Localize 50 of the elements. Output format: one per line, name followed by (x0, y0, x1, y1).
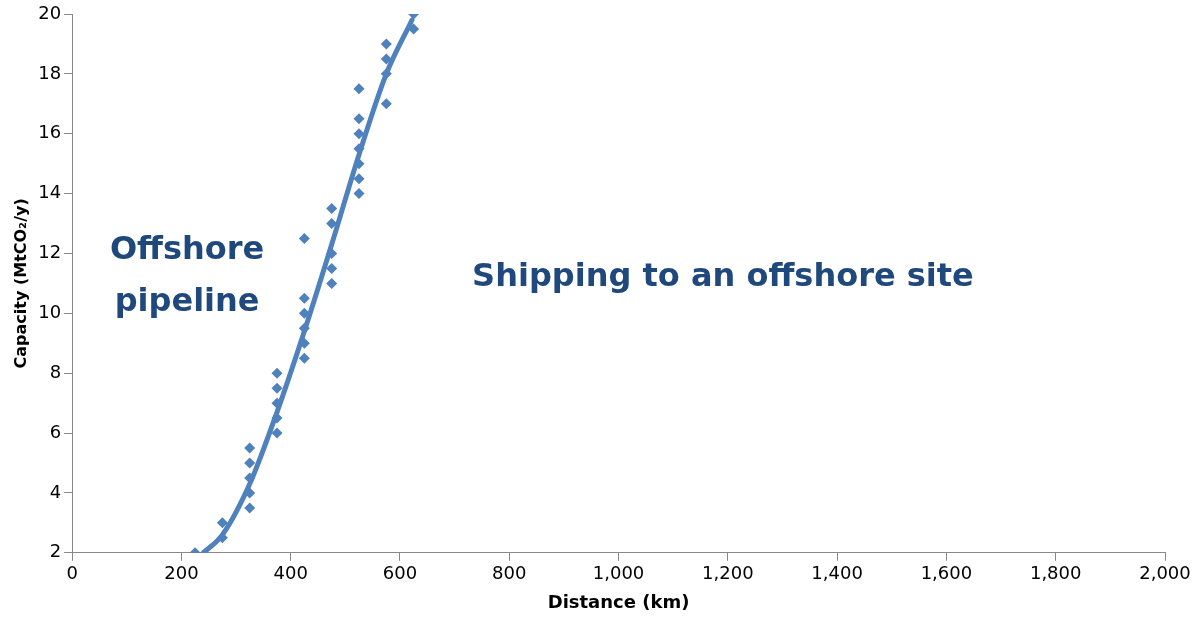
point (271, 367, 283, 379)
point (380, 68, 392, 80)
x-axis-title: Distance (km) (547, 590, 690, 612)
point (353, 128, 365, 140)
x-tick-label: 400 (273, 562, 308, 584)
x-tick-label: 0 (66, 562, 78, 584)
y-tick-label: 4 (49, 480, 62, 502)
point (298, 352, 310, 364)
point (271, 382, 283, 394)
y-tick-label: 14 (38, 181, 62, 203)
annotation: Shipping to an offshore site (472, 256, 974, 294)
point (408, 23, 420, 35)
x-tick-label: 1,800 (1029, 562, 1082, 584)
y-tick-label: 12 (38, 241, 62, 263)
point (353, 158, 365, 170)
point (244, 502, 256, 514)
point (353, 188, 365, 200)
y-tick-label: 20 (38, 1, 62, 23)
y-tick-label: 8 (49, 360, 62, 382)
point (326, 203, 338, 215)
x-tick-label: 200 (164, 562, 199, 584)
x-tick-label: 600 (382, 562, 418, 584)
point (353, 113, 365, 125)
y-tick-label: 16 (38, 121, 62, 143)
point (244, 457, 256, 469)
x-tick-label: 1,400 (811, 562, 863, 584)
point (380, 98, 392, 110)
point (326, 262, 338, 274)
x-tick-label: 1,000 (592, 562, 645, 584)
annotation: Offshore pipeline (109, 229, 265, 319)
point (244, 442, 256, 454)
point (380, 38, 392, 50)
point (216, 517, 228, 529)
y-tick-label: 6 (49, 420, 62, 442)
y-tick-label: 18 (38, 61, 62, 83)
point (271, 397, 283, 409)
y-tick-label: 10 (38, 301, 62, 323)
x-tick-label: 800 (492, 562, 527, 584)
point (298, 292, 310, 304)
x-tick-label: 2,000 (1139, 562, 1191, 584)
point (353, 173, 365, 185)
point (298, 233, 310, 244)
point (271, 427, 283, 439)
x-tick-label: 1,600 (920, 562, 973, 584)
point (326, 277, 338, 289)
x-tick-label: 1,200 (702, 562, 754, 584)
y-axis-title: Capacity (MtCO₂/y) (10, 198, 30, 369)
point (380, 53, 392, 65)
point (353, 83, 365, 95)
y-tick-label: 2 (49, 540, 62, 562)
